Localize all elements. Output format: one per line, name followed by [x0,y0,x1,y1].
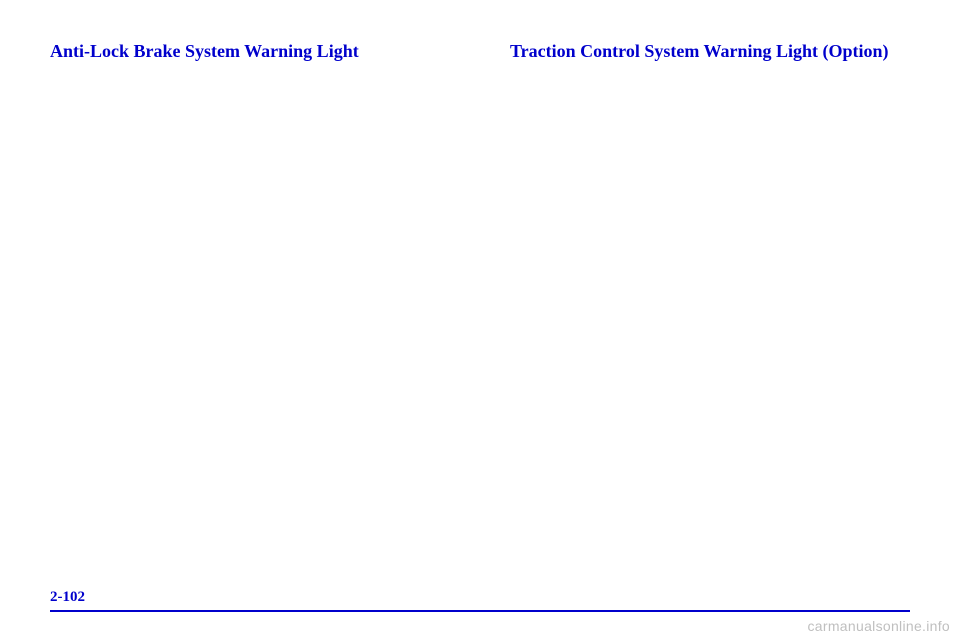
right-column: Traction Control System Warning Light (O… [510,40,910,81]
page-footer: 2-102 [50,589,910,612]
page-number: 2-102 [50,589,910,606]
footer-rule [50,610,910,612]
left-heading: Anti-Lock Brake System Warning Light [50,40,450,63]
manual-page: Anti-Lock Brake System Warning Light Tra… [0,0,960,640]
two-column-layout: Anti-Lock Brake System Warning Light Tra… [50,40,910,81]
watermark-text: carmanualsonline.info [808,618,951,634]
left-column: Anti-Lock Brake System Warning Light [50,40,450,81]
right-heading: Traction Control System Warning Light (O… [510,40,910,63]
